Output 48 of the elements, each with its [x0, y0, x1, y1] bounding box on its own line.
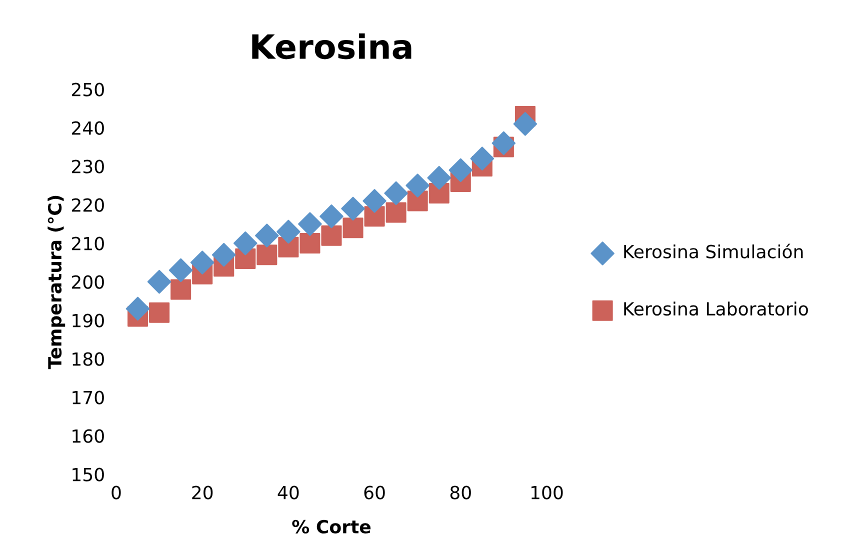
point	[149, 302, 170, 323]
y-tick-label: 150	[72, 468, 104, 482]
point	[170, 279, 192, 300]
point	[341, 196, 365, 221]
point	[147, 270, 172, 294]
x-tick-label: 0	[112, 486, 121, 500]
point	[300, 233, 320, 254]
point	[342, 218, 364, 238]
point	[190, 250, 214, 274]
point	[321, 225, 342, 246]
y-tick-label: 160	[72, 429, 104, 443]
point	[256, 244, 278, 266]
y-tick-label: 190	[72, 314, 104, 328]
point	[427, 166, 451, 190]
y-tick-label: 220	[72, 198, 104, 212]
y-tick-label: 210	[72, 236, 104, 250]
point	[384, 181, 408, 206]
y-tick-label: 230	[72, 160, 104, 174]
point	[513, 112, 538, 136]
y-tick-label: 180	[72, 352, 104, 366]
x-tick-label: 100	[531, 486, 563, 500]
y-tick-label: 200	[72, 275, 104, 289]
point	[276, 220, 300, 244]
legend-label: Kerosina Simulación	[624, 244, 803, 258]
point	[320, 204, 344, 228]
point	[255, 224, 279, 248]
y-tick-label: 170	[72, 390, 104, 404]
chart-title: Kerosina	[252, 33, 412, 60]
x-tick-label: 40	[278, 486, 299, 500]
point	[298, 212, 322, 236]
point	[386, 202, 406, 223]
x-axis-title: % Corte	[292, 520, 371, 534]
point	[362, 189, 386, 213]
point	[492, 131, 516, 156]
point	[212, 242, 236, 267]
point	[470, 146, 494, 170]
x-tick-label: 60	[364, 486, 385, 500]
point	[126, 296, 150, 321]
y-axis-title: Temperatura (°C)	[48, 196, 66, 370]
x-tick-label: 20	[192, 486, 213, 500]
point	[406, 174, 430, 198]
y-tick-label: 240	[72, 121, 104, 135]
point	[168, 258, 193, 282]
y-tick-label: 250	[72, 82, 104, 96]
point	[448, 158, 473, 182]
legend-label: Kerosina Laboratorio	[624, 302, 808, 316]
point	[233, 231, 258, 256]
x-tick-label: 80	[450, 486, 471, 500]
